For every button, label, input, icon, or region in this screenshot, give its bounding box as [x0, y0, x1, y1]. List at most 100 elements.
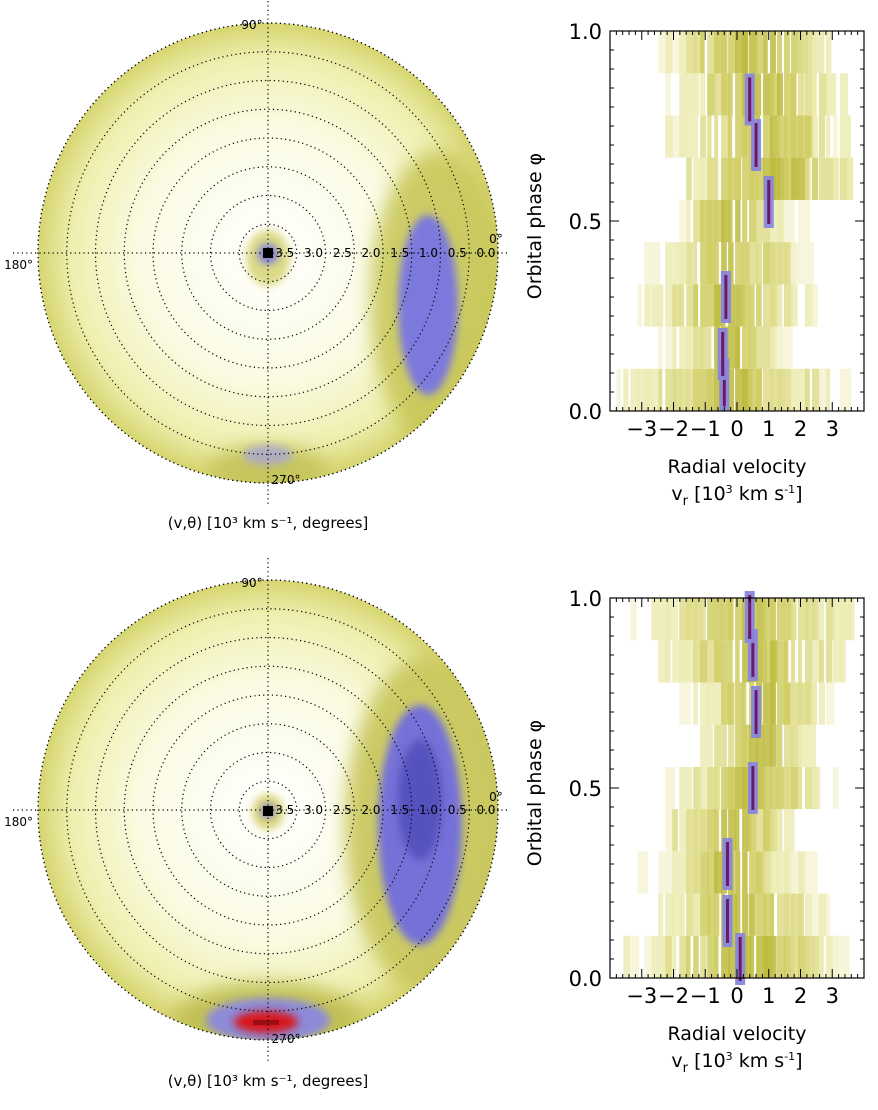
spectrum-strip [783, 893, 795, 936]
radial-tick-label: 0.5 [448, 246, 467, 260]
spectrum-strip [763, 809, 774, 852]
spectrum-strip [811, 682, 818, 725]
spectrum-strip [763, 31, 768, 74]
polar-map-top-image [38, 23, 498, 483]
angle-label-180: 180° [4, 258, 33, 272]
spectrum-strip [749, 809, 757, 852]
angle-label-180: 180° [4, 815, 33, 829]
spectrum-strip [630, 598, 637, 641]
spectrum-strip [623, 368, 629, 411]
spectrum-strip [728, 766, 736, 810]
spectrum-strip [672, 893, 682, 936]
spectrum-strip [818, 640, 825, 683]
spectrum-strip [756, 73, 762, 116]
spectrum-strip [693, 157, 703, 200]
peak-core [721, 332, 725, 376]
spectrum-strip [763, 598, 775, 641]
angle-label-270: 270° [272, 1032, 301, 1046]
spectrum-strip [756, 199, 764, 243]
spectrum-strip [728, 73, 733, 116]
spectrum-strip [658, 326, 663, 369]
spectrum-strip [714, 724, 721, 767]
spectrum-strip [839, 368, 852, 411]
spectrum-strip [679, 242, 687, 285]
x-tick-label: −1 [690, 984, 721, 1008]
polar-ring [181, 166, 355, 340]
angle-label-0: 0° [489, 790, 503, 804]
x-tick-label: −2 [658, 984, 689, 1008]
spectrum-strip [777, 31, 783, 74]
x-tick-label: −3 [626, 984, 657, 1008]
spectrum-strip [714, 640, 722, 683]
spectrum-strip [756, 598, 767, 641]
peak-core [722, 362, 726, 407]
spectrum-strip [832, 115, 838, 158]
x-tick-label: 1 [762, 417, 775, 441]
spectrum-strip [797, 682, 810, 725]
trailed-spectrum-top-ticks: −3 −2 −1 0 1 2 3 0.0 0.5 1.0 [569, 20, 865, 441]
spectrum-strip [783, 724, 793, 767]
spectrum-strip [839, 640, 846, 683]
spectrum-strip [665, 935, 673, 978]
spectrum-strip [811, 935, 824, 978]
spectrum-strip [749, 31, 758, 74]
angle-label-90: 90° [241, 18, 262, 32]
spectrum-strip [693, 851, 701, 894]
radial-tick-label: 3.0 [304, 803, 323, 817]
spectrum-strip [700, 598, 706, 641]
radial-tick-label: 0.5 [448, 803, 467, 817]
spectrum-strip [749, 242, 759, 285]
spectrum-strip [797, 640, 803, 683]
peak-core [724, 275, 728, 319]
spectrum-strip [735, 73, 747, 116]
spectrum-strip [783, 115, 796, 158]
spectrum-strip [804, 73, 817, 116]
spectrum-strip [728, 284, 736, 327]
spectrum-strip [804, 724, 816, 767]
spectrum-strip [735, 157, 742, 200]
spectrum-strip [679, 31, 687, 74]
spectrum-strip [749, 724, 758, 767]
polar-ring [123, 108, 413, 398]
spectrum-strip [756, 157, 764, 200]
spectrum-strip [658, 368, 663, 411]
spectrum-strip [832, 157, 840, 200]
spectrum-strip [742, 73, 747, 116]
spectrum-strip [756, 284, 762, 327]
spectrum-strip [679, 368, 689, 411]
spectrum-strip [700, 935, 707, 978]
spectrum-strip [707, 809, 718, 852]
polar-ring [66, 608, 470, 1012]
spectrum-strip [651, 284, 660, 327]
angle-label-90: 90° [241, 576, 262, 590]
spectrum-strip [721, 73, 731, 116]
spectrum-strip [707, 115, 712, 158]
spectrum-strip [797, 242, 805, 285]
spectrum-strip [686, 242, 693, 285]
spectrum-strip [728, 598, 733, 641]
spectrum-strip [714, 368, 722, 411]
spectrum-strip [790, 368, 799, 411]
spectrum-strip [665, 766, 676, 810]
y-tick-label: 1.0 [569, 587, 602, 611]
spectrum-strip [770, 893, 774, 936]
spectrum-strip [770, 73, 780, 116]
xlabel2-top: vr [103 km s-1] [671, 483, 802, 509]
spectrum-strip [700, 326, 707, 369]
spectrum-strip [693, 31, 705, 74]
spectrum-strip [693, 682, 698, 725]
spectrum-strip [825, 115, 831, 158]
spectrum-strip [783, 766, 793, 810]
radial-tick-label: 3.0 [304, 246, 323, 260]
spectrum-strip [777, 326, 785, 369]
polar-grid-top: 3.5 3.0 2.5 2.0 1.5 1.0 0.5 0.0 [13, 1, 508, 505]
spectrum-strip [777, 242, 789, 285]
spectrum-strip [630, 368, 641, 411]
polar-map-bottom: 3.5 3.0 2.5 2.0 1.5 1.0 0.5 0.0 90° 180° 270° 0… [4, 558, 508, 1090]
angle-label-270: 270° [272, 473, 301, 487]
spectrum-strip [797, 598, 809, 641]
spectrum-strip [707, 598, 715, 641]
spectrum-strip [790, 935, 799, 978]
spectrum-strip [707, 893, 716, 936]
spectrum-strip [707, 242, 716, 285]
